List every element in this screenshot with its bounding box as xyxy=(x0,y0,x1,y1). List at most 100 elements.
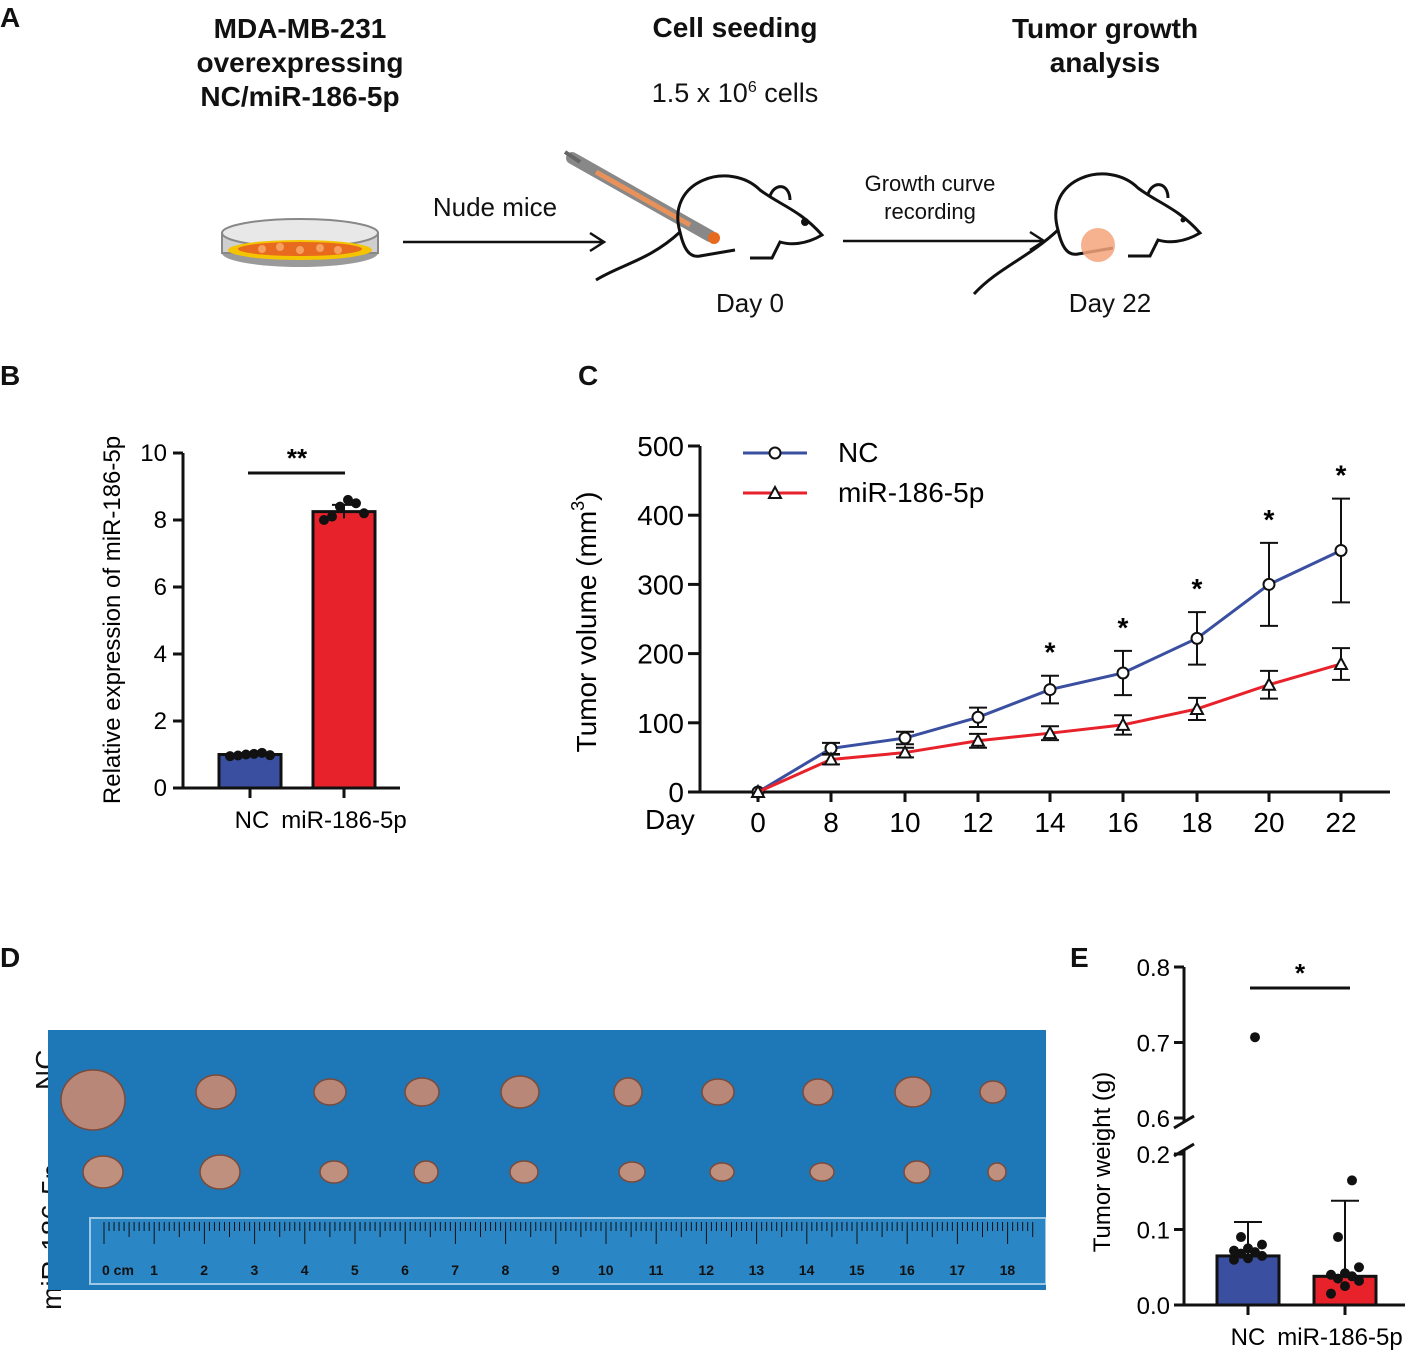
ruler-number: 3 xyxy=(251,1262,259,1278)
tumor-photo: 0 cm1234567891011121314151617181 xyxy=(48,1030,1046,1290)
ruler-number: 16 xyxy=(899,1262,915,1278)
mouse-icon xyxy=(972,172,1203,296)
y-tick-label: 300 xyxy=(637,569,684,600)
significance-mark: ** xyxy=(287,443,308,473)
tumor-mir xyxy=(509,1160,539,1184)
seed-count-exp: 6 xyxy=(747,79,757,96)
x-tick-label-mir: miR-186-5p xyxy=(281,807,406,834)
ruler-number: 10 xyxy=(598,1262,614,1278)
x-tick-label: 20 xyxy=(1253,807,1284,838)
x-tick-label: 8 xyxy=(823,807,839,838)
tumor-nc xyxy=(701,1078,735,1106)
ruler-number: 2 xyxy=(200,1262,208,1278)
tumor-nc xyxy=(802,1078,834,1106)
arrow1-label: Nude mice xyxy=(432,192,558,222)
x-axis-label: Day xyxy=(645,804,695,835)
panel-label-d: D xyxy=(0,942,21,973)
step1-line3: NC/miR-186-5p xyxy=(200,81,400,112)
tumor-mir xyxy=(709,1162,735,1182)
y-tick-label: 200 xyxy=(637,639,684,670)
x-tick-label: 14 xyxy=(1034,807,1065,838)
mouse-icon xyxy=(595,174,825,282)
step3-title: Tumor growth analysis xyxy=(960,12,1250,80)
marker-mir xyxy=(1115,716,1131,731)
arrow-icon xyxy=(403,230,1047,253)
tumor-nc xyxy=(60,1069,126,1131)
marker-nc xyxy=(1116,666,1130,680)
data-point xyxy=(1333,1232,1343,1243)
syringe-icon xyxy=(563,150,720,244)
data-point xyxy=(1257,1239,1267,1250)
ruler-number: 11 xyxy=(649,1262,664,1278)
data-point xyxy=(249,748,259,759)
data-point xyxy=(1326,1269,1336,1280)
data-point xyxy=(327,511,337,522)
bar-mir xyxy=(311,510,377,790)
tumor-mir xyxy=(82,1155,124,1189)
marker-mir xyxy=(750,783,766,798)
data-point xyxy=(1236,1232,1246,1243)
y-tick-label: 0.7 xyxy=(1137,1031,1170,1058)
step1-title: MDA-MB-231 overexpressing NC/miR-186-5p xyxy=(150,12,450,114)
y-tick-label: 0 xyxy=(154,775,167,802)
axis-break-mark xyxy=(1173,1114,1195,1130)
legend-label-nc: NC xyxy=(838,437,878,468)
ruler-number: 5 xyxy=(351,1262,359,1278)
significance-mark: * xyxy=(1264,504,1275,535)
chart-e: 0.0 0.1 0.2 0.6 0.7 0.8 Tumor weight (g) NC miR-… xyxy=(1089,955,1405,1351)
marker-nc xyxy=(1043,683,1057,697)
panel-label-b: B xyxy=(0,360,21,391)
series-line-nc xyxy=(757,549,1342,794)
chart-b: 0 2 4 6 8 10 Relative expression of miR-186-5p… xyxy=(99,436,407,834)
tumor-mir xyxy=(903,1160,931,1184)
y-tick-label: 2 xyxy=(154,708,167,735)
y-tick-label: 6 xyxy=(154,574,167,601)
marker-nc xyxy=(1262,577,1276,591)
bar-nc xyxy=(1215,1254,1281,1307)
panel-label-a: A xyxy=(0,2,21,33)
tumor-nc xyxy=(195,1074,237,1110)
day0-label: Day 0 xyxy=(716,288,784,318)
x-tick-label: 22 xyxy=(1325,807,1356,838)
legend-label-mir: miR-186-5p xyxy=(838,477,984,508)
y-axis-label: Relative expression of miR-186-5p xyxy=(99,436,126,804)
tumor-mir xyxy=(199,1154,241,1190)
marker-nc xyxy=(971,710,985,724)
panel-a-illustrations xyxy=(221,150,1203,296)
ruler-number: 14 xyxy=(799,1262,815,1278)
data-point xyxy=(351,498,361,509)
y-tick-label: 400 xyxy=(637,500,684,531)
y-tick-label: 0.0 xyxy=(1137,1293,1170,1320)
step1-line2: overexpressing xyxy=(196,47,404,78)
panel-label-e: E xyxy=(1070,942,1089,973)
data-point xyxy=(1347,1175,1357,1186)
y-tick-label: 8 xyxy=(154,507,167,534)
marker-nc xyxy=(1190,631,1204,645)
data-point xyxy=(359,508,369,519)
data-point xyxy=(257,747,267,758)
ruler-number: 9 xyxy=(552,1262,560,1278)
y-tick-label: 100 xyxy=(637,708,684,739)
ruler-number: 6 xyxy=(401,1262,409,1278)
x-tick-label-mir: miR-186-5p xyxy=(1277,1324,1402,1351)
ruler-number: 12 xyxy=(698,1262,714,1278)
legend-marker-nc xyxy=(768,446,782,460)
marker-mir xyxy=(1042,725,1058,740)
tumor-nc xyxy=(404,1077,440,1107)
y-tick-label: 0.2 xyxy=(1137,1142,1170,1169)
ruler-number: 18 xyxy=(1000,1262,1016,1278)
tumor-nc xyxy=(894,1076,932,1108)
y-tick-label: 0.8 xyxy=(1137,955,1170,982)
significance-mark: * xyxy=(1336,460,1347,491)
y-axis-label: Tumor volume (mm3) xyxy=(568,492,602,753)
step1-line1: MDA-MB-231 xyxy=(213,13,387,44)
x-tick-label: 18 xyxy=(1181,807,1212,838)
data-point xyxy=(343,494,353,505)
y-tick-label: 500 xyxy=(637,431,684,462)
tumor-nc xyxy=(613,1077,643,1107)
data-point xyxy=(233,750,243,761)
data-point xyxy=(265,750,275,761)
tumor-mir xyxy=(809,1162,835,1182)
y-tick-label: 0 xyxy=(668,777,684,808)
significance-mark: * xyxy=(1118,612,1129,643)
